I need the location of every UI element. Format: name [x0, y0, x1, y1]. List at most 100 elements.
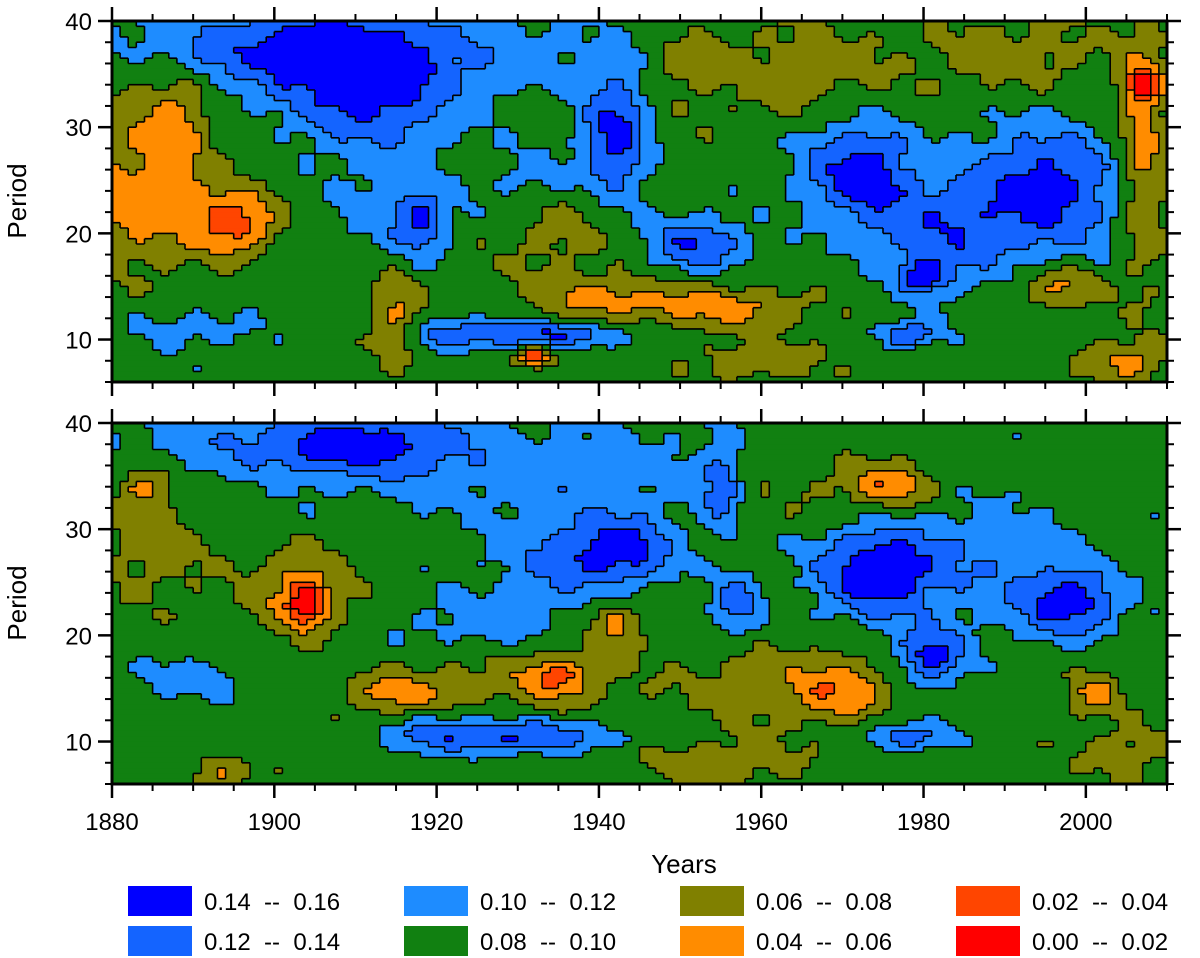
contour-cell — [128, 36, 146, 43]
contour-cell — [964, 339, 1095, 346]
contour-cell — [615, 259, 624, 266]
contour-cell — [972, 576, 1014, 583]
contour-cell — [525, 31, 543, 38]
contour-cell — [225, 90, 267, 96]
contour-cell — [1134, 741, 1168, 748]
contour-cell — [379, 730, 405, 737]
contour-cell — [266, 603, 284, 610]
contour-cell — [1118, 121, 1136, 128]
contour-cell — [493, 47, 641, 54]
contour-cell — [469, 438, 535, 445]
contour-cell — [136, 481, 154, 488]
contour-cell — [404, 720, 527, 727]
contour-cell — [842, 190, 908, 197]
contour-cell — [590, 746, 641, 753]
contour-cell — [1110, 592, 1144, 599]
contour-cell — [753, 773, 779, 780]
contour-cell — [1126, 143, 1136, 150]
contour-cell — [728, 190, 738, 197]
contour-cell — [509, 360, 527, 367]
contour-cell — [923, 185, 949, 192]
contour-cell — [639, 630, 730, 636]
contour-cell — [736, 470, 835, 477]
contour-cell — [761, 592, 819, 599]
contour-cell — [112, 624, 267, 631]
contour-cell — [647, 243, 665, 250]
contour-cell — [793, 164, 811, 171]
contour-cell — [688, 111, 779, 118]
contour-cell — [542, 206, 576, 213]
contour-cell — [290, 608, 300, 615]
contour-cell — [347, 608, 421, 615]
contour-cell — [112, 725, 381, 732]
contour-cell — [728, 502, 738, 509]
contour-cell — [201, 566, 235, 573]
contour-cell — [899, 275, 908, 282]
contour-cell — [542, 355, 551, 362]
contour-cell — [964, 497, 1022, 504]
contour-cell — [241, 212, 275, 219]
contour-cell — [314, 608, 324, 615]
contour-cell — [144, 571, 186, 578]
contour-cell — [671, 683, 681, 690]
contour-cell — [1118, 206, 1128, 213]
contour-cell — [655, 693, 689, 700]
contour-cell — [923, 645, 949, 652]
contour-cell — [647, 640, 754, 647]
contour-cell — [818, 571, 843, 578]
contour-cell — [201, 561, 235, 567]
contour-cell — [639, 190, 730, 197]
contour-cell — [323, 545, 486, 552]
contour-cell — [1134, 116, 1152, 123]
contour-cell — [753, 603, 770, 610]
contour-cell — [550, 423, 624, 429]
contour-cell — [623, 180, 641, 187]
contour-cell — [639, 746, 665, 753]
contour-cell — [112, 757, 202, 764]
contour-cell — [452, 217, 543, 224]
contour-cell — [1085, 52, 1111, 59]
contour-cell — [631, 270, 689, 277]
contour-cell — [1053, 84, 1119, 91]
contour-cell — [1142, 762, 1168, 769]
contour-cell — [785, 328, 868, 335]
contour-cell — [842, 651, 892, 658]
contour-cell — [818, 603, 852, 610]
contour-cell — [1134, 90, 1152, 96]
contour-cell — [590, 127, 600, 134]
contour-cell — [809, 614, 835, 621]
contour-cell — [233, 582, 284, 589]
contour-cell — [112, 720, 405, 727]
contour-cell — [396, 454, 446, 461]
contour-cell — [379, 366, 405, 372]
contour-cell — [931, 42, 1168, 49]
contour-cell — [282, 334, 365, 341]
contour-cell — [939, 217, 1022, 224]
contour-cell — [704, 26, 762, 33]
contour-cell — [590, 222, 632, 229]
contour-cell — [371, 318, 389, 325]
contour-cell — [688, 100, 762, 107]
contour-cell — [209, 190, 227, 197]
contour-cell — [436, 714, 462, 721]
contour-cell — [777, 291, 803, 298]
contour-cell — [607, 688, 641, 695]
contour-cell — [1110, 603, 1136, 610]
contour-cell — [753, 571, 803, 578]
contour-cell — [631, 339, 746, 346]
contour-cell — [168, 52, 194, 59]
contour-cell — [793, 26, 835, 33]
contour-cell — [931, 286, 973, 293]
contour-cell — [1061, 265, 1079, 272]
contour-cell — [582, 105, 641, 112]
contour-cell — [590, 433, 641, 440]
contour-cell — [314, 582, 324, 589]
contour-cell — [1061, 206, 1103, 213]
contour-cell — [720, 566, 803, 573]
contour-cell — [980, 645, 1063, 652]
contour-cell — [542, 360, 559, 367]
contour-cell — [485, 667, 527, 674]
contour-cell — [185, 116, 210, 123]
contour-cell — [1110, 143, 1128, 150]
contour-cell — [964, 550, 1103, 557]
